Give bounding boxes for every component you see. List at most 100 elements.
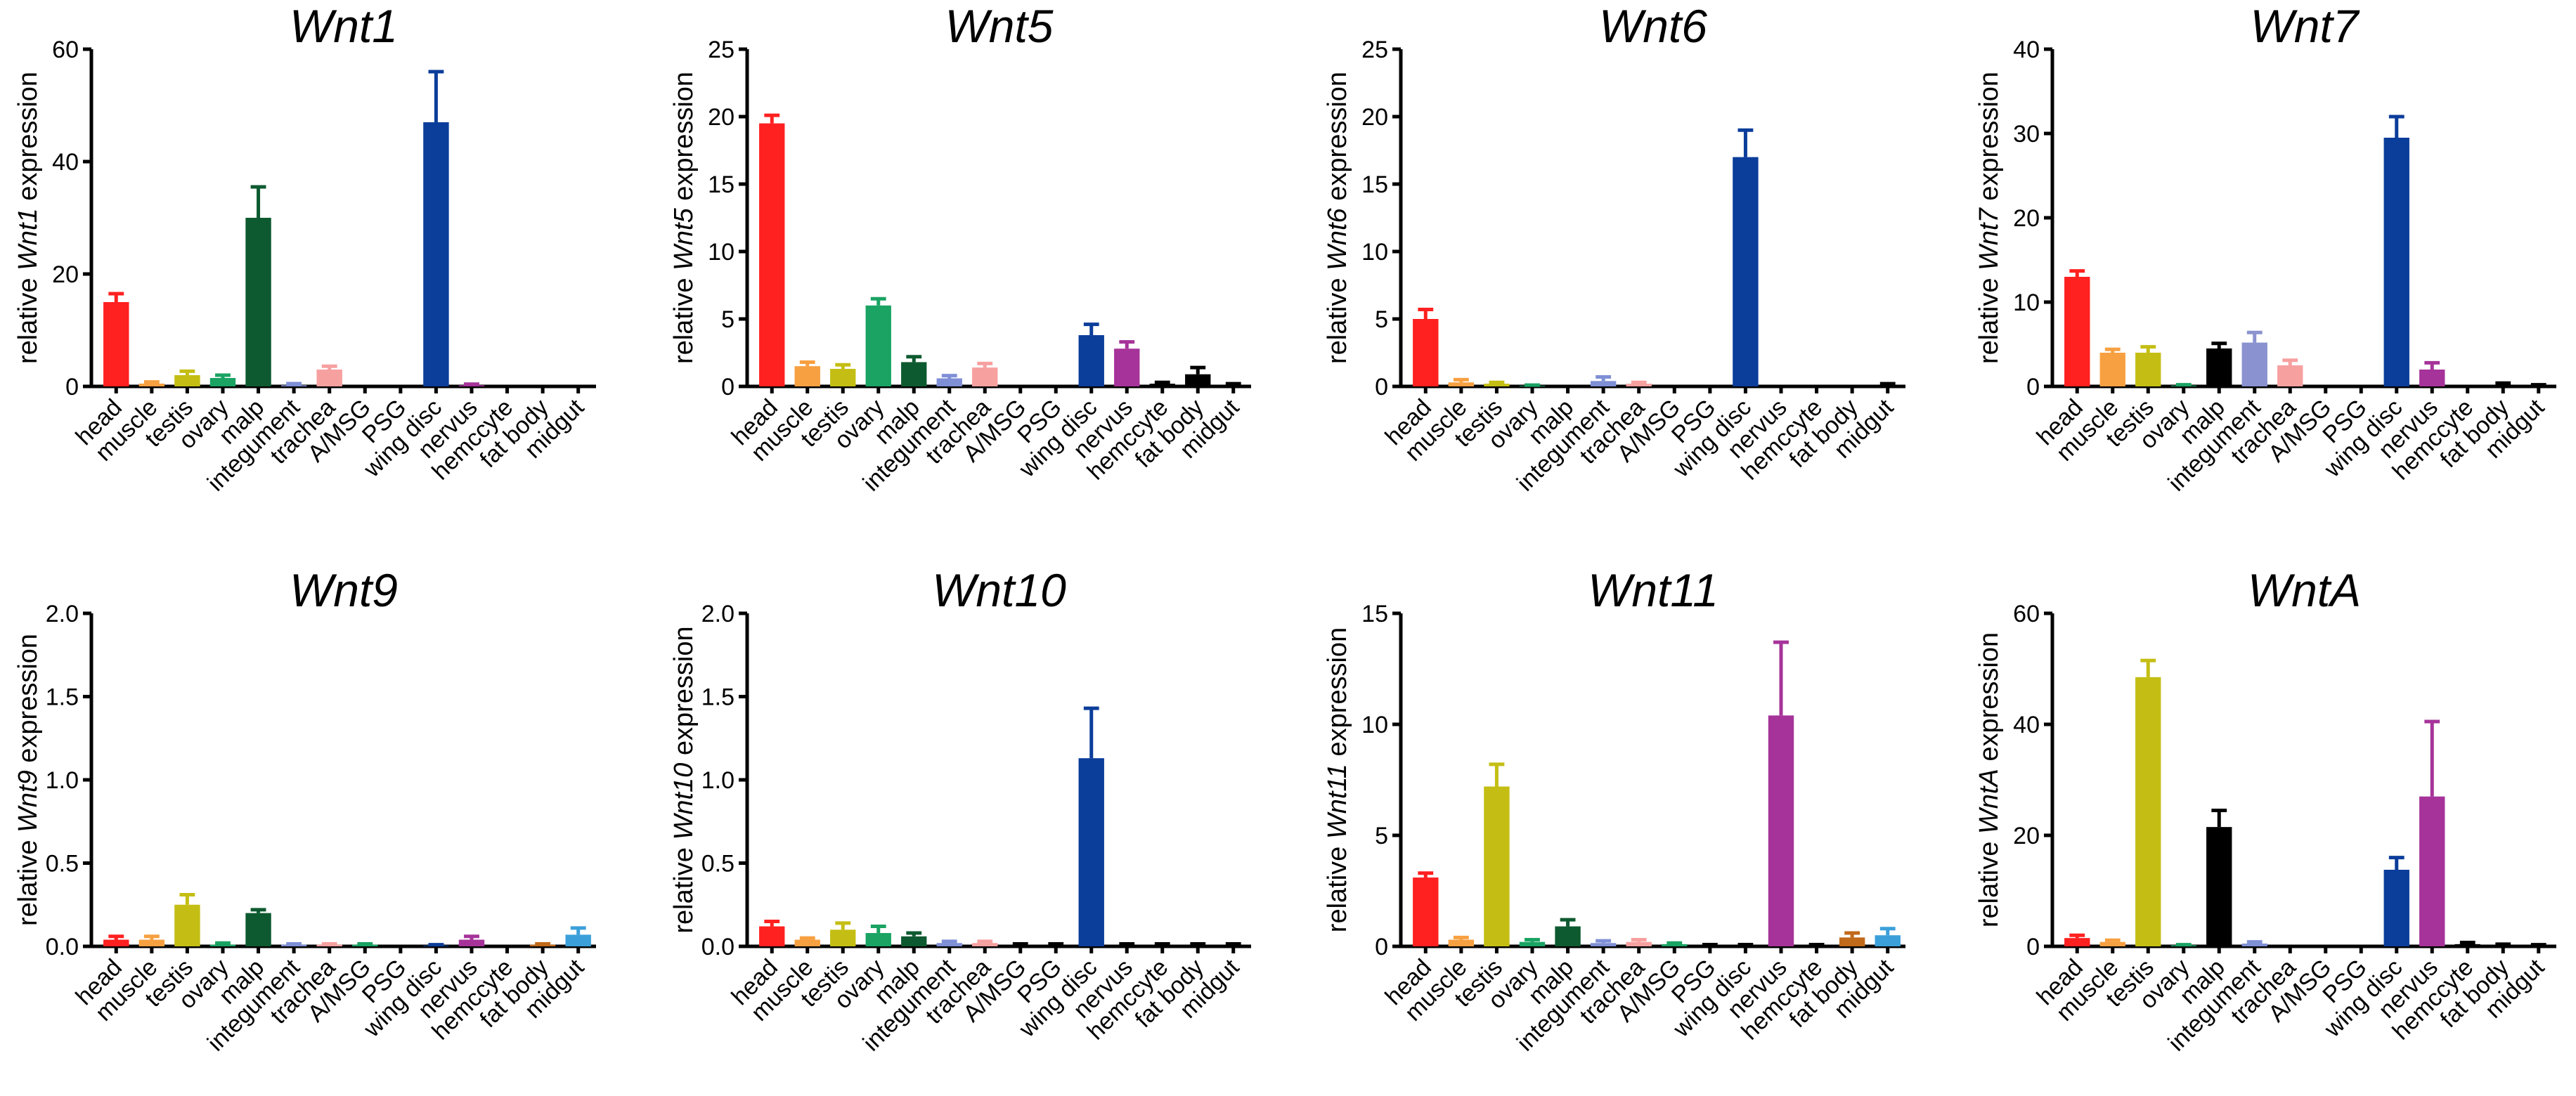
y-tick-label: 5 (721, 306, 734, 333)
bar-midgut (565, 934, 591, 946)
bar-integument (1590, 381, 1617, 386)
y-axis-label-suffix: expression (1974, 72, 2004, 208)
bar-testis (1484, 384, 1510, 386)
y-tick-label: 2.0 (46, 601, 79, 627)
bar-testis (174, 904, 200, 946)
y-tick-label: 25 (708, 37, 734, 63)
bar-trachea (2277, 365, 2303, 386)
y-tick-label: 10 (2013, 289, 2040, 316)
bar-nervus (2419, 796, 2445, 946)
y-tick-label: 20 (708, 104, 734, 131)
chart-title: Wnt9 (290, 564, 398, 616)
bar-muscle (1448, 939, 1475, 946)
y-axis-label: relative Wnt11 expression (1323, 627, 1352, 932)
y-tick-label: 10 (708, 239, 734, 266)
chart-title: WntA (2248, 564, 2361, 616)
bar-wing-disc (2383, 869, 2409, 946)
y-tick-label: 1.5 (46, 684, 79, 711)
y-axis-label-suffix: expression (13, 634, 43, 770)
bar-fat-body (2490, 384, 2516, 386)
bar-ovary (865, 305, 891, 386)
y-tick-label: 5 (1375, 823, 1388, 849)
bar-muscle (794, 939, 820, 946)
bar-hemccyte (2454, 944, 2480, 946)
y-axis-label: relative Wnt1 expression (13, 72, 43, 364)
y-axis-label: relative Wnt5 expression (669, 72, 699, 364)
y-axis-label-gene: WntA (1974, 769, 2004, 834)
bar-head (2064, 277, 2090, 386)
bar-wing-disc (1733, 157, 1759, 386)
bar-integument (280, 385, 307, 386)
y-axis-label-prefix: relative (13, 270, 43, 364)
y-axis-label-prefix: relative (13, 833, 43, 926)
bar-integument (936, 378, 962, 386)
y-axis-label-prefix: relative (1974, 270, 2004, 364)
bar-wing-disc (1078, 758, 1104, 946)
y-axis-label-gene: Wnt10 (669, 763, 699, 840)
y-tick-label: 0 (721, 374, 734, 400)
bar-head (759, 123, 785, 386)
y-tick-label: 0 (1375, 374, 1388, 400)
y-axis-label-prefix: relative (1323, 839, 1352, 932)
bar-head (1413, 319, 1439, 386)
chart-title: Wnt10 (932, 564, 1066, 616)
y-tick-label: 1.0 (46, 767, 79, 794)
bar-ovary (1519, 941, 1546, 946)
bar-malp (245, 218, 271, 386)
bar-trachea (316, 370, 342, 386)
bar-head (103, 302, 129, 386)
y-axis-label: relative Wnt10 expression (669, 626, 699, 933)
y-tick-label: 15 (1361, 171, 1388, 198)
bar-wing-disc (2383, 138, 2409, 386)
y-axis-label-suffix: expression (1974, 632, 2004, 769)
y-axis-label-prefix: relative (1974, 834, 2004, 927)
bar-integument (2241, 342, 2267, 386)
bar-testis (2135, 677, 2161, 946)
y-axis-label: relative Wnt6 expression (1323, 72, 1352, 364)
chart-title: Wnt6 (1599, 0, 1707, 52)
bar-nervus (1768, 715, 1794, 946)
bar-muscle (2099, 941, 2125, 946)
y-tick-label: 0.5 (46, 851, 79, 878)
bar-testis (1484, 786, 1510, 946)
y-axis-label-suffix: expression (13, 72, 43, 208)
y-axis-label-suffix: expression (1323, 72, 1352, 208)
y-tick-label: 0 (2026, 934, 2040, 960)
y-tick-label: 1.0 (701, 767, 734, 794)
bar-integument (1590, 943, 1617, 946)
bar-midgut (1875, 935, 1901, 946)
y-axis-label-prefix: relative (669, 840, 699, 934)
bar-head (759, 926, 785, 946)
y-tick-label: 1.5 (701, 684, 734, 711)
bar-testis (2135, 353, 2161, 386)
chart-title: Wnt5 (945, 0, 1053, 52)
bar-nervus (458, 939, 485, 946)
bar-head (2064, 938, 2090, 946)
y-tick-label: 15 (708, 171, 734, 198)
y-tick-label: 15 (1361, 601, 1388, 627)
y-axis-label-suffix: expression (669, 72, 699, 208)
y-tick-label: 20 (1361, 104, 1388, 131)
bar-head (1413, 878, 1439, 946)
bar-integument (2241, 944, 2267, 946)
y-axis-label: relative WntA expression (1974, 632, 2004, 927)
y-tick-label: 40 (52, 149, 79, 176)
y-axis-label-gene: Wnt6 (1323, 207, 1352, 270)
y-tick-label: 25 (1361, 37, 1388, 63)
bar-integument (936, 943, 962, 946)
bar-malp (901, 936, 927, 946)
y-axis-label-gene: Wnt11 (1323, 764, 1352, 839)
bar-fat-body (1185, 374, 1211, 386)
y-axis-label-gene: Wnt9 (13, 770, 43, 833)
bar-muscle (2099, 353, 2125, 386)
bar-malp (901, 362, 927, 386)
bar-nervus (2419, 370, 2445, 386)
chart-title: Wnt7 (2250, 0, 2360, 52)
bar-trachea (1626, 384, 1652, 386)
